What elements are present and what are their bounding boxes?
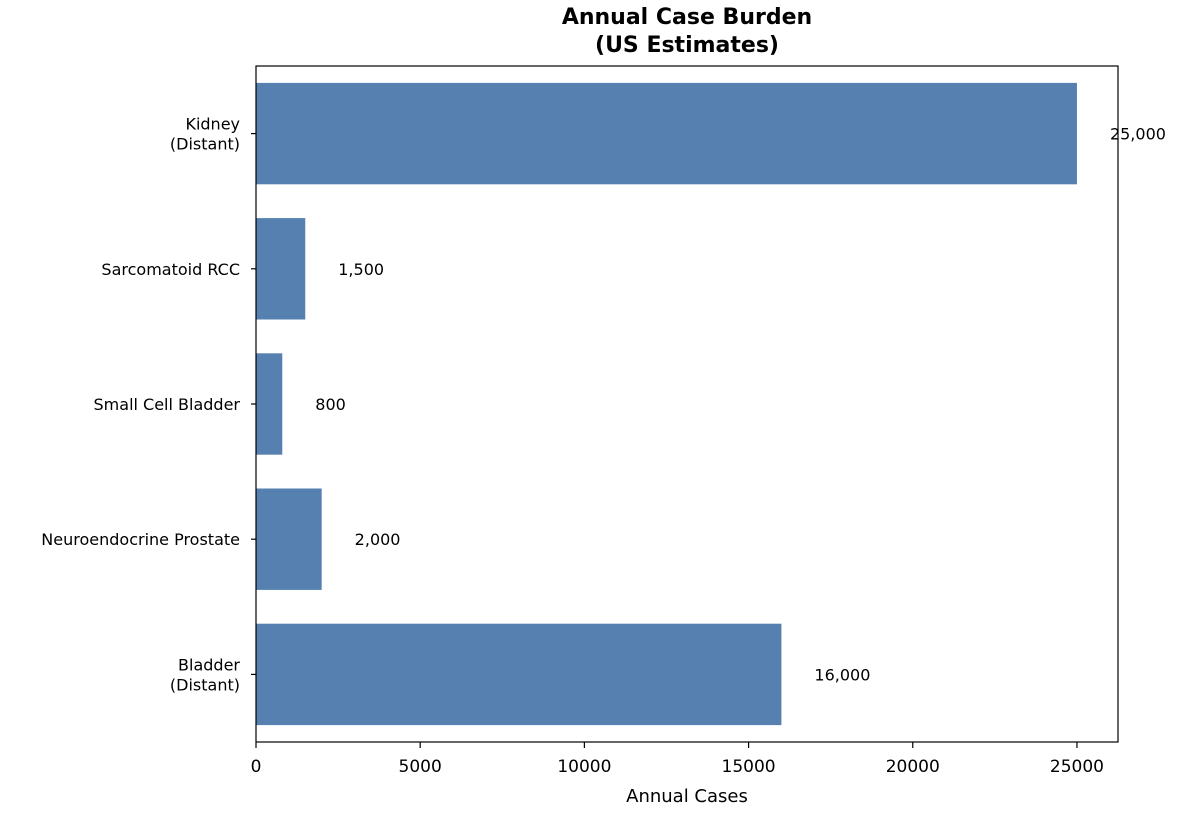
data-label: 25,000 — [1110, 125, 1166, 144]
plot-frame — [255, 65, 1119, 743]
y-category-label: Small Cell Bladder — [94, 395, 241, 414]
data-label: 1,500 — [338, 260, 384, 279]
chart-title-line: Annual Case Burden — [562, 5, 812, 30]
y-category-label: Neuroendocrine Prostate — [41, 530, 240, 549]
bar — [256, 623, 782, 726]
x-axis-ticks: 0 5000 10000 15000 20000 25000 — [251, 742, 1104, 777]
x-tick-label: 20000 — [886, 757, 940, 777]
chart-title-line: (US Estimates) — [595, 33, 779, 58]
chart-title: Annual Case Burden (US Estimates) — [562, 5, 812, 58]
bar — [256, 82, 1077, 185]
x-tick-label: 15000 — [722, 757, 776, 777]
y-category-label: Sarcomatoid RCC — [101, 260, 240, 279]
x-tick-label: 5000 — [399, 757, 442, 777]
bar — [256, 218, 306, 320]
data-label: 16,000 — [814, 665, 870, 684]
x-tick-label: 0 — [251, 757, 262, 777]
y-category-label: (Distant) — [170, 675, 240, 694]
y-category-label: (Distant) — [170, 135, 240, 154]
bar — [256, 353, 283, 455]
data-label: 2,000 — [355, 530, 401, 549]
x-axis-label: Annual Cases — [626, 786, 748, 807]
x-tick-label: 10000 — [557, 757, 611, 777]
bar — [256, 488, 322, 590]
x-tick-label: 25000 — [1050, 757, 1104, 777]
y-category-label: Bladder — [178, 655, 240, 674]
data-label: 800 — [315, 395, 346, 414]
y-category-label: Kidney — [185, 115, 240, 134]
data-labels-group: 25,000 1,500 800 2,000 16,000 — [315, 125, 1166, 685]
bars-group — [256, 82, 1077, 726]
